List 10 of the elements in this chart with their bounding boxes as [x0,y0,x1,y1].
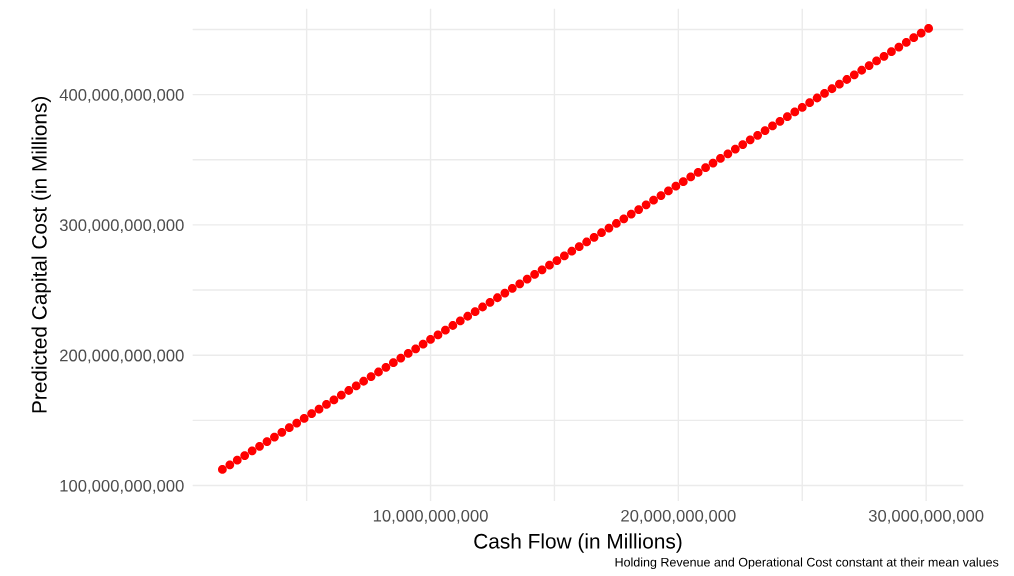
y-tick-label: 400,000,000,000 [59,89,184,103]
y-axis-title: Predicted Capital Cost (in Millions) [31,96,51,413]
text: Holding Revenue and Operational Cost constant at their mean values [615,557,999,570]
y-tick-label: 100,000,000,000 [60,479,184,494]
x-axis-title: Cash Flow (in Millions) [474,533,682,553]
x-tick-label: 30,000,000,000 [868,509,984,524]
x-tick-label: 10,000,000,000 [373,509,488,524]
y-tick-label: 200,000,000,000 [60,349,184,364]
x-tick-label: 20,000,000,000 [621,509,736,524]
y-tick-label: 300,000,000,000 [59,219,184,234]
